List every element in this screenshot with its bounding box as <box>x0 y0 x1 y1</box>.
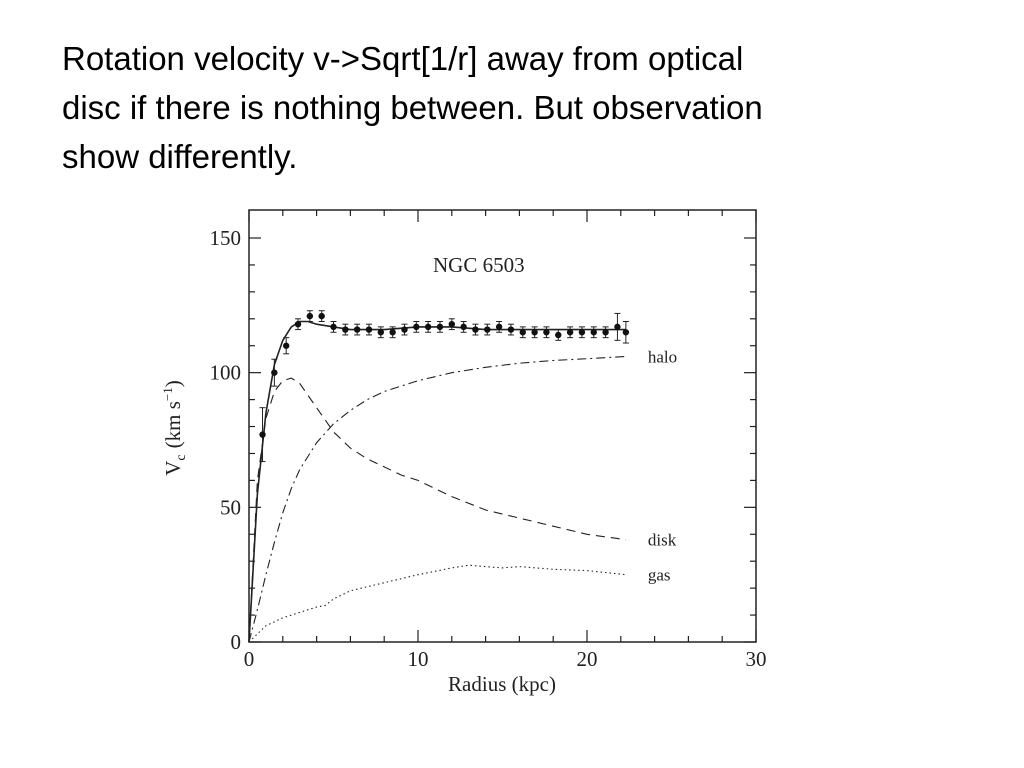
series-label-halo: halo <box>648 348 677 367</box>
data-point-marker <box>622 329 630 336</box>
data-point <box>413 320 420 333</box>
y-tick-label: 150 <box>210 226 242 250</box>
data-point-marker <box>306 312 314 320</box>
data-point-marker <box>271 369 278 376</box>
data-point-marker <box>259 431 266 438</box>
slide-text-line-2: disc if there is nothing between. But ob… <box>62 89 763 126</box>
series-label-disk: disk <box>648 531 677 550</box>
data-point-marker <box>472 326 479 333</box>
data-point-marker <box>389 329 396 336</box>
data-point <box>342 323 349 336</box>
series-line-gas <box>248 564 626 643</box>
data-point <box>259 407 266 463</box>
data-point <box>622 320 630 344</box>
data-point-marker <box>448 320 455 328</box>
data-point <box>306 310 314 322</box>
series-labels: halo disk gas <box>648 348 677 585</box>
y-tick-label: 50 <box>220 495 241 519</box>
data-point-marker <box>353 326 361 333</box>
model-curves <box>248 320 626 643</box>
data-point-marker <box>614 323 621 331</box>
observed-points <box>259 310 630 463</box>
data-point <box>436 320 444 333</box>
data-point-marker <box>531 329 538 336</box>
data-point <box>424 320 432 333</box>
y-tick-label: 100 <box>210 361 242 385</box>
slide-text: Rotation velocity v->Sqrt[1/r] away from… <box>62 34 962 181</box>
data-point <box>353 323 361 336</box>
data-point-marker <box>424 323 432 331</box>
slide-text-line-3: show differently. <box>62 138 298 175</box>
y-axis-label-close: ) <box>161 380 185 387</box>
data-point-marker <box>578 329 586 336</box>
data-point-marker <box>294 320 302 328</box>
data-point-marker <box>342 326 349 333</box>
data-point-marker <box>590 329 597 336</box>
data-point-marker <box>566 329 574 336</box>
data-point <box>294 318 302 331</box>
data-point <box>555 329 562 341</box>
data-point <box>590 326 597 339</box>
data-point-marker <box>484 326 491 333</box>
data-point-marker <box>413 323 420 331</box>
data-point <box>330 320 337 333</box>
series-line-total-fit <box>248 320 626 643</box>
data-point-marker <box>365 326 373 333</box>
data-point <box>578 326 586 339</box>
data-point-marker <box>555 331 562 339</box>
data-point <box>614 312 621 341</box>
data-point <box>377 326 385 339</box>
data-point-marker <box>495 323 503 331</box>
x-tick-label: 0 <box>244 647 255 671</box>
x-axis-label: Radius (kpc) <box>448 672 556 696</box>
data-point-marker <box>377 329 385 336</box>
y-axis-label-units: (km s <box>161 401 185 448</box>
data-point-marker <box>519 329 526 336</box>
data-point-marker <box>318 312 325 320</box>
data-point <box>282 337 290 355</box>
y-tick-label: 0 <box>231 630 242 654</box>
series-line-disk <box>248 377 626 643</box>
series-label-gas: gas <box>648 566 671 585</box>
data-point-marker <box>436 323 444 331</box>
data-point <box>566 326 574 339</box>
data-point-marker <box>401 326 408 333</box>
data-point <box>507 323 515 336</box>
data-point <box>460 320 467 333</box>
y-axis-label-subscript: c <box>174 454 189 460</box>
axis-tick-labels: 0 10 20 30 0 50 100 150 <box>210 226 767 671</box>
data-point-marker <box>282 342 290 349</box>
x-tick-label: 10 <box>408 647 429 671</box>
data-point <box>271 358 278 387</box>
y-axis-label-superscript: −1 <box>160 387 175 401</box>
data-point <box>472 323 479 336</box>
data-point <box>448 318 455 331</box>
series-line-halo <box>248 355 626 643</box>
data-point-marker <box>543 329 550 336</box>
x-tick-label: 30 <box>746 647 767 671</box>
data-point-marker <box>460 323 467 331</box>
data-point <box>318 310 325 322</box>
slide-text-line-1: Rotation velocity v->Sqrt[1/r] away from… <box>62 40 744 77</box>
data-point <box>531 326 538 339</box>
data-point <box>389 326 396 339</box>
data-point <box>365 323 373 336</box>
y-axis-label: Vc (km s−1) <box>160 380 189 475</box>
data-point <box>401 323 408 336</box>
data-point <box>495 320 503 333</box>
y-axis-label-main: V <box>161 461 185 476</box>
data-point <box>602 326 609 339</box>
data-point-marker <box>330 323 337 331</box>
x-tick-label: 20 <box>577 647 598 671</box>
data-point <box>543 326 550 339</box>
data-point <box>519 326 526 339</box>
data-point-marker <box>507 326 515 333</box>
chart-title: NGC 6503 <box>433 253 525 277</box>
data-point <box>484 323 491 336</box>
data-point-marker <box>602 329 609 336</box>
